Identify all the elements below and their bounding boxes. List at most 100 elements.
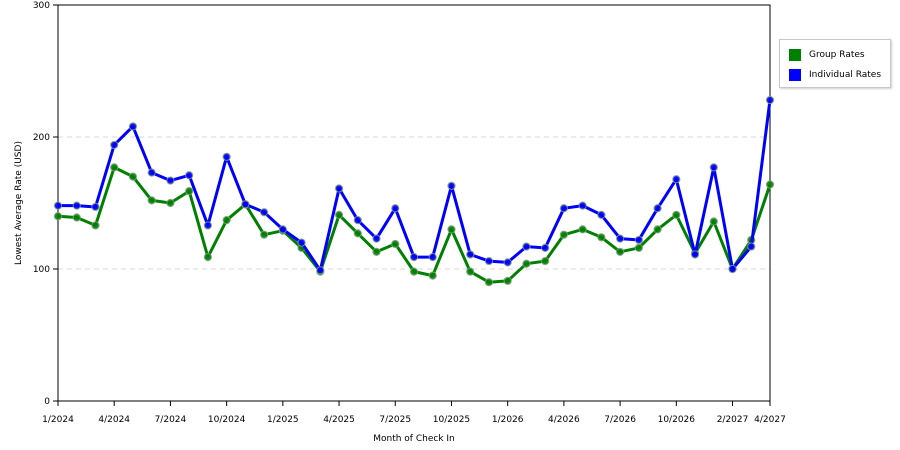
data-point-group-rates [128, 172, 138, 181]
data-point-individual-rates [597, 210, 606, 219]
data-point-individual-rates [241, 200, 250, 209]
x-tick-label: 4/2024 [98, 415, 130, 425]
x-tick-label: 1/2026 [492, 415, 524, 425]
data-point-individual-rates [260, 208, 269, 217]
data-point-individual-rates [53, 201, 63, 210]
data-point-group-rates [110, 163, 119, 172]
data-point-individual-rates [72, 201, 81, 210]
data-point-group-rates [616, 247, 625, 256]
data-point-individual-rates [185, 171, 194, 180]
data-point-group-rates [522, 259, 531, 268]
data-point-group-rates [428, 271, 437, 280]
legend-swatch-group-rates [789, 49, 801, 61]
data-point-individual-rates [653, 204, 662, 213]
data-point-individual-rates [128, 122, 138, 131]
y-tick-label: 200 [33, 133, 50, 143]
data-point-group-rates [578, 225, 587, 234]
x-tick-label: 4/2026 [548, 415, 580, 425]
data-point-individual-rates [522, 242, 531, 251]
y-axis-label: Lowest Average Rate (USD) [14, 141, 24, 265]
x-tick-label: 4/2027 [754, 415, 786, 425]
x-tick-label: 1/2024 [42, 415, 74, 425]
data-point-individual-rates [278, 225, 287, 234]
data-point-individual-rates [203, 221, 212, 230]
legend-label-group-rates: Group Rates [809, 50, 865, 60]
data-point-group-rates [503, 276, 512, 285]
data-point-individual-rates [353, 216, 362, 225]
x-tick-label: 10/2024 [208, 415, 246, 425]
data-point-group-rates [334, 210, 344, 219]
data-point-group-rates [53, 212, 63, 221]
data-point-group-rates [672, 210, 681, 219]
series-lines [53, 95, 775, 287]
data-point-individual-rates [709, 163, 718, 172]
data-point-individual-rates [765, 95, 775, 105]
data-point-group-rates [765, 180, 775, 189]
data-point-individual-rates [372, 234, 381, 243]
x-axis-ticks: 1/2024 4/2024 7/2024 10/2024 1/2025 4/2025 7/2… [42, 401, 786, 425]
data-point-individual-rates [578, 201, 587, 210]
x-tick-label: 4/2025 [323, 415, 355, 425]
legend-swatch-individual-rates [789, 69, 801, 81]
data-point-group-rates [597, 233, 606, 242]
data-point-group-rates [541, 256, 550, 266]
x-tick-label: 10/2025 [433, 415, 470, 425]
data-point-individual-rates [541, 243, 550, 252]
data-point-individual-rates [316, 266, 325, 275]
data-point-group-rates [409, 267, 419, 276]
data-point-individual-rates [297, 238, 306, 247]
data-point-individual-rates [428, 253, 437, 262]
data-point-individual-rates [559, 204, 568, 213]
data-point-individual-rates [447, 181, 456, 190]
data-point-group-rates [91, 221, 100, 230]
data-point-individual-rates [690, 250, 700, 259]
y-tick-label: 300 [33, 1, 50, 11]
legend: Group Rates Individual Rates [779, 39, 891, 88]
data-point-group-rates [391, 239, 400, 249]
data-point-group-rates [72, 213, 81, 222]
data-point-individual-rates [166, 176, 175, 185]
data-point-individual-rates [110, 140, 119, 150]
data-point-group-rates [260, 230, 269, 239]
data-point-group-rates [484, 278, 494, 287]
legend-item-individual-rates: Individual Rates [789, 68, 881, 82]
data-point-individual-rates [634, 235, 643, 245]
x-tick-label: 7/2025 [379, 415, 411, 425]
data-point-group-rates [709, 217, 718, 226]
data-point-group-rates [466, 267, 475, 276]
y-tick-label: 100 [33, 265, 50, 275]
data-point-individual-rates [334, 184, 344, 193]
y-tick-label: 0 [44, 397, 50, 407]
data-point-group-rates [147, 196, 156, 205]
data-point-individual-rates [503, 258, 512, 267]
data-point-individual-rates [466, 250, 475, 259]
data-point-individual-rates [147, 168, 156, 177]
data-point-group-rates [353, 229, 362, 238]
x-tick-label: 7/2024 [155, 415, 187, 425]
x-axis-label: Month of Check In [373, 434, 455, 444]
data-point-individual-rates [91, 202, 100, 212]
series-line-individual-rates [58, 99, 772, 272]
data-point-group-rates [222, 216, 231, 225]
data-point-individual-rates [222, 152, 231, 161]
data-point-group-rates [447, 225, 456, 234]
x-tick-label: 2/2027 [717, 415, 749, 425]
x-tick-label: 7/2026 [604, 415, 636, 425]
data-point-individual-rates [616, 234, 625, 243]
series-line-group-rates [57, 165, 772, 284]
data-point-group-rates [166, 198, 175, 208]
data-point-individual-rates [391, 204, 400, 213]
data-point-individual-rates [747, 242, 756, 251]
data-point-individual-rates [672, 175, 681, 184]
legend-item-group-rates: Group Rates [789, 48, 865, 62]
data-point-group-rates [203, 253, 212, 262]
data-point-individual-rates [409, 253, 419, 262]
data-point-individual-rates [484, 256, 494, 266]
legend-label-individual-rates: Individual Rates [809, 70, 882, 80]
x-tick-label: 10/2026 [658, 415, 696, 425]
data-point-group-rates [185, 187, 194, 196]
x-tick-label: 1/2025 [267, 415, 299, 425]
y-axis-ticks: 0 100 200 300 [33, 1, 58, 407]
data-point-group-rates [653, 225, 662, 234]
